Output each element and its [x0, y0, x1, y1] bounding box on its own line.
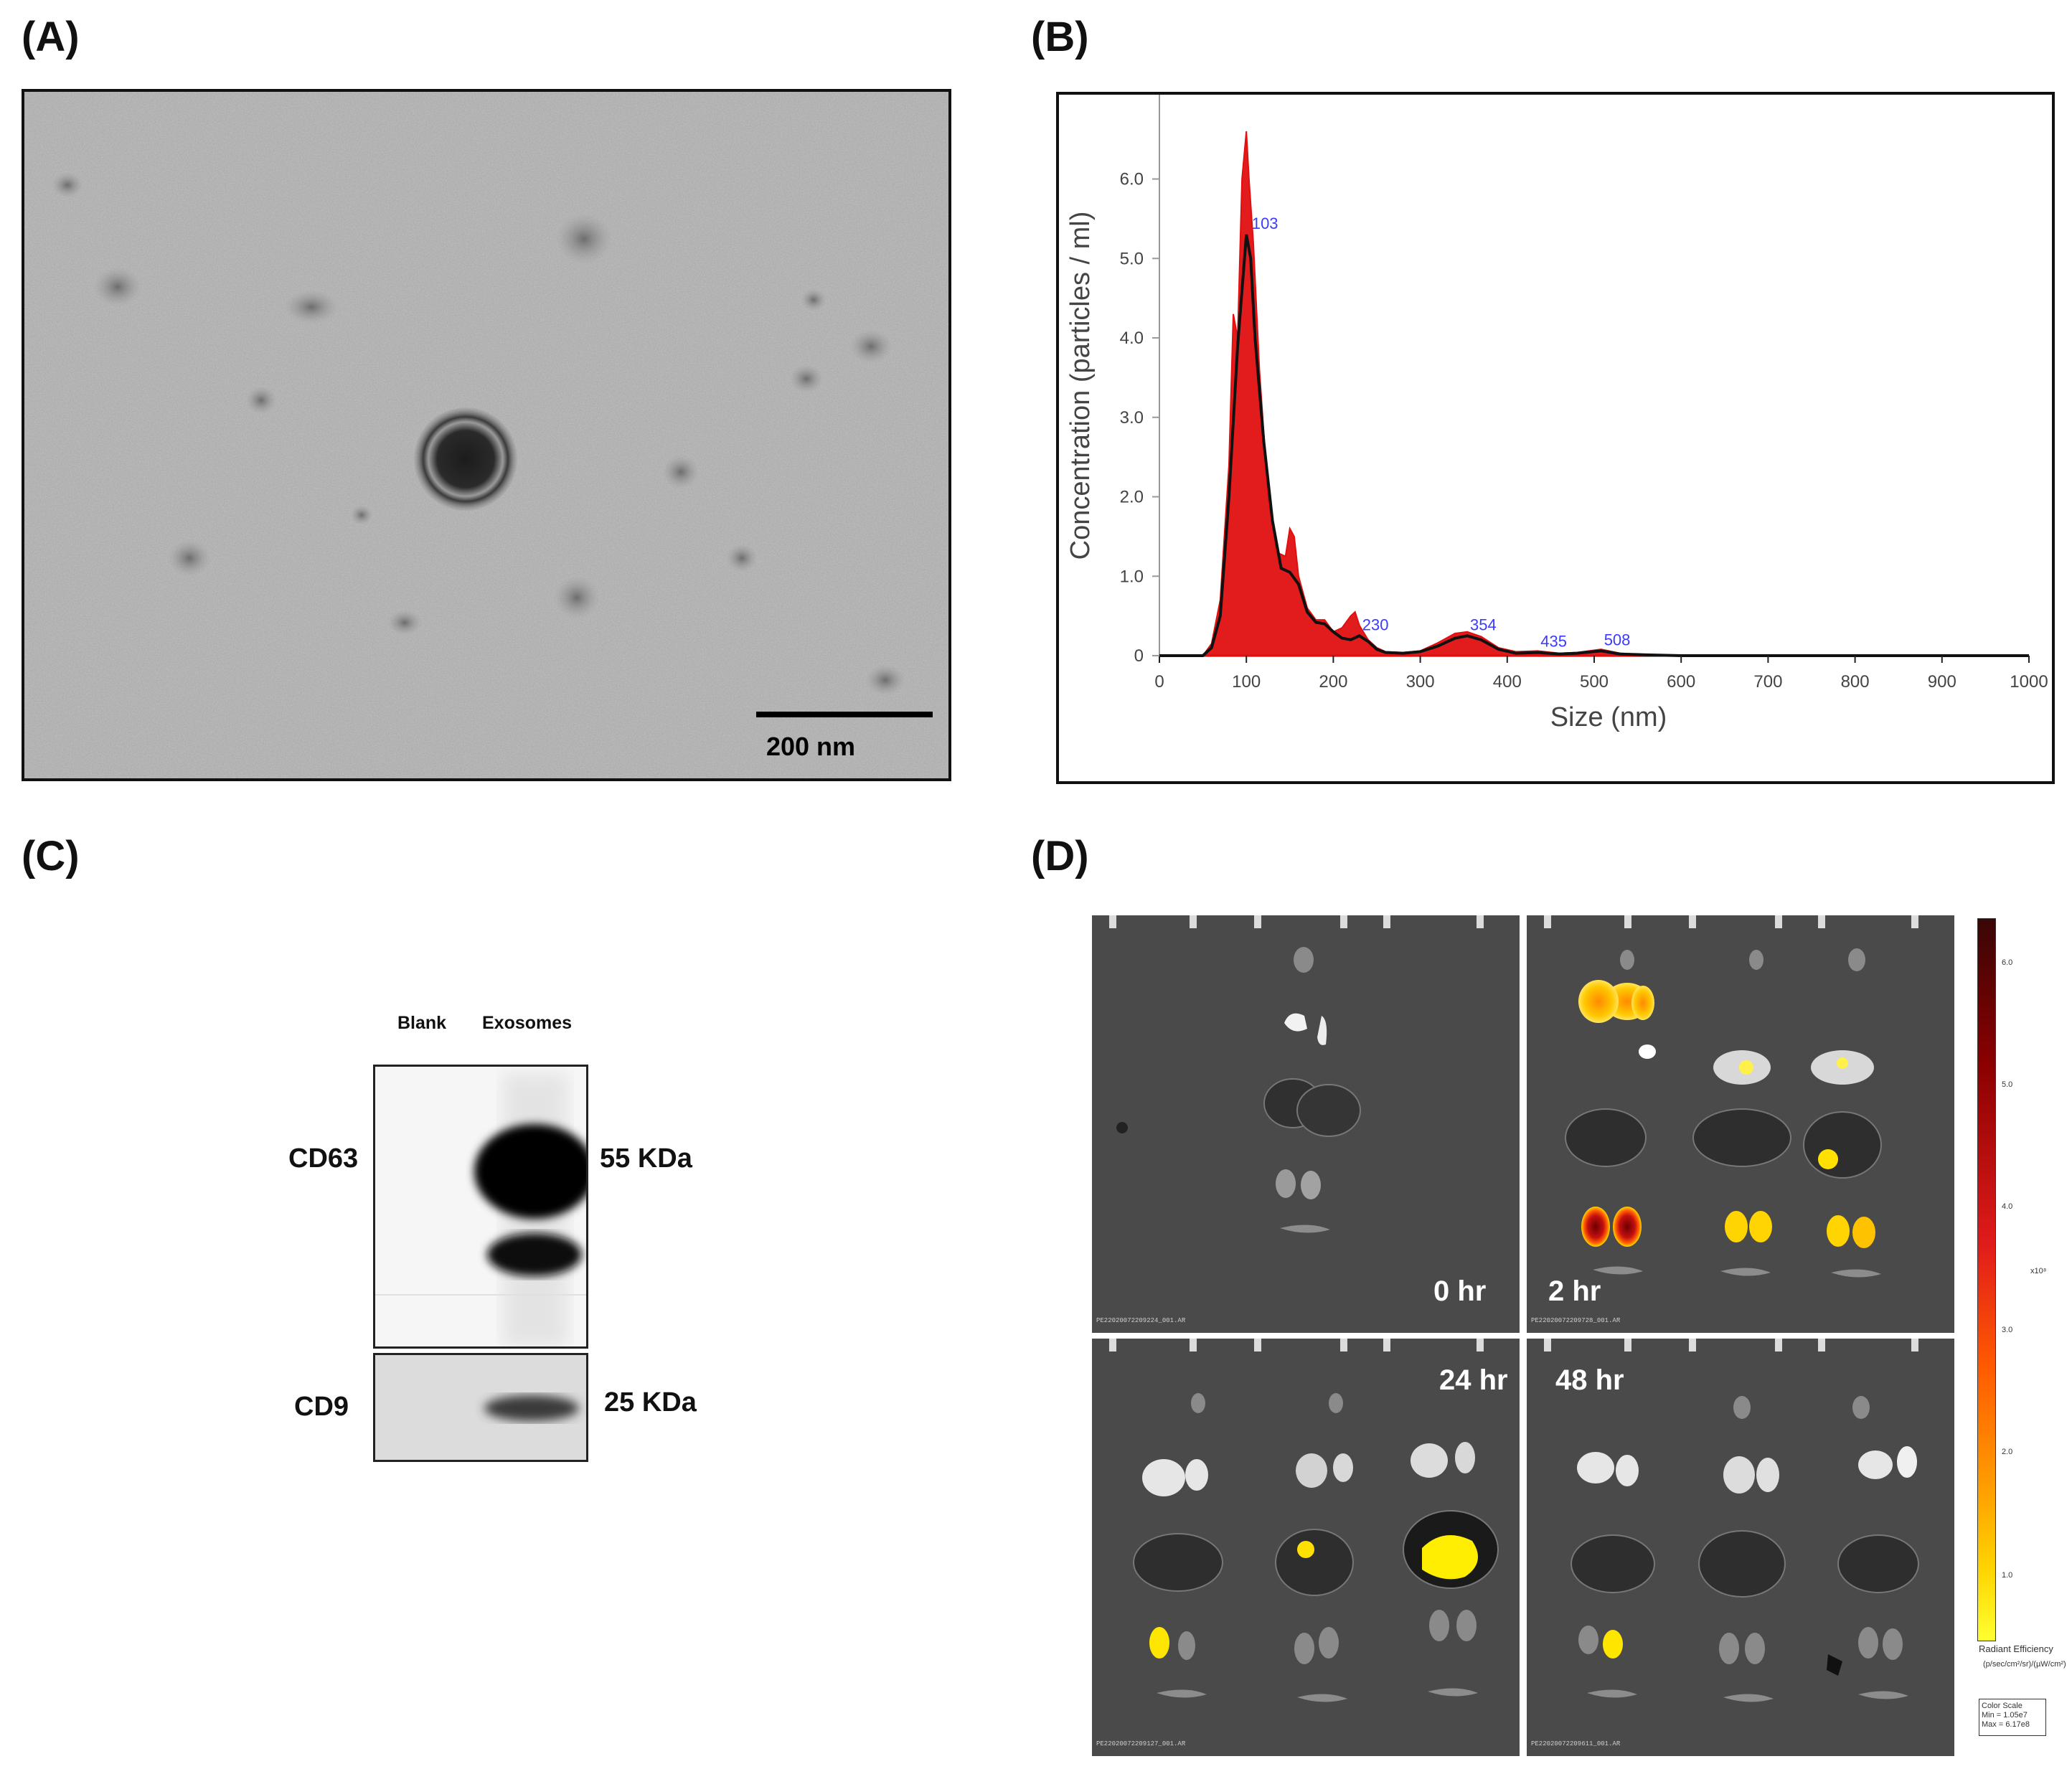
lane-label-exosomes: Exosomes [482, 1013, 573, 1033]
y-tick-label: 4.0 [1120, 329, 1144, 348]
protein-label-cd63: CD63 [288, 1143, 359, 1174]
lane-label-blank: Blank [397, 1013, 447, 1033]
ivis-tile-48hr: 48 hr PE22020072209611_001.AR [1527, 1339, 1954, 1756]
band-cd63-main [474, 1124, 586, 1219]
band-cd9 [484, 1395, 579, 1421]
x-tick-label: 200 [1319, 672, 1347, 692]
scale-bar-label: 200 nm [766, 732, 855, 761]
colorbar-tick: 1.0 [2002, 1571, 2013, 1580]
file-label-0hr: PE22020072209224_001.AR [1096, 1317, 1186, 1324]
scale-bar [756, 712, 933, 717]
time-label-48hr: 48 hr [1555, 1364, 1624, 1396]
blot-cd9 [373, 1353, 588, 1462]
peak-label: 230 [1362, 615, 1389, 633]
colorbar-tick: 2.0 [2002, 1448, 2013, 1456]
error-band [1159, 131, 2029, 656]
x-tick-label: 1000 [2010, 672, 2048, 692]
x-tick-label: 600 [1667, 672, 1695, 692]
y-tick-label: 2.0 [1120, 488, 1144, 507]
weight-label-25kda: 25 KDa [604, 1387, 697, 1417]
radiant-efficiency-colorbar [1977, 918, 1996, 1641]
colorbar-units: (p/sec/cm²/sr)/(µW/cm²) [1983, 1660, 2066, 1669]
x-tick-label: 900 [1928, 672, 1956, 692]
y-tick-label: 5.0 [1120, 249, 1144, 268]
ivis-tile-2hr: 2 hr PE22020072209728_001.AR [1527, 915, 1954, 1333]
x-tick-label: 0 [1154, 672, 1164, 692]
x-tick-label: 100 [1232, 672, 1261, 692]
file-label-2hr: PE22020072209728_001.AR [1531, 1317, 1621, 1324]
peak-label: 435 [1540, 633, 1567, 651]
file-label-48hr: PE22020072209611_001.AR [1531, 1740, 1621, 1747]
panel-c-label: (C) [22, 833, 80, 879]
tem-micrograph: 200 nm [22, 89, 951, 781]
file-label-24hr: PE22020072209127_001.AR [1096, 1740, 1186, 1747]
x-tick-label: 400 [1493, 672, 1522, 692]
blot-cd63 [373, 1065, 588, 1349]
mean-size-curve [1159, 234, 2029, 657]
colorbar-title: Radiant Efficiency [1979, 1643, 2053, 1654]
ivis-tile-24hr: 24 hr PE22020072209127_001.AR [1092, 1339, 1520, 1756]
colorbar-tick: 3.0 [2002, 1326, 2013, 1334]
nta-chart-frame: 0 100 200 300 400 500 600 700 800 900 1000 0 1.0 2.0 3… [1056, 92, 2055, 784]
colorbar-tick: 4.0 [2002, 1202, 2013, 1211]
protein-label-cd9: CD9 [294, 1392, 349, 1422]
color-scale-legend: Color Scale Min = 1.05e7 Max = 6.17e8 [1979, 1699, 2046, 1736]
y-tick-label: 1.0 [1120, 567, 1144, 586]
colorbar-exponent: x10⁸ [2030, 1267, 2047, 1275]
x-axis-title: Size (nm) [1550, 702, 1667, 732]
peak-label: 354 [1470, 615, 1497, 633]
x-tick-label: 700 [1753, 672, 1782, 692]
time-label-2hr: 2 hr [1548, 1275, 1601, 1307]
x-tick-label: 800 [1841, 672, 1870, 692]
y-tick-label: 6.0 [1120, 170, 1144, 189]
colorbar-tick: 6.0 [2002, 958, 2013, 967]
y-tick-label: 0 [1134, 646, 1144, 666]
panel-b-label: (B) [1031, 14, 1089, 60]
color-scale-min: Min = 1.05e7 [1982, 1711, 2028, 1720]
ivis-tile-0hr: 0 hr PE22020072209224_001.AR [1092, 915, 1520, 1333]
y-axis-title: Concentration (particles / ml) [1065, 212, 1096, 560]
peak-label: 103 [1252, 214, 1278, 232]
weight-label-55kda: 55 KDa [600, 1143, 692, 1174]
x-tick-label: 300 [1406, 672, 1435, 692]
debris-particles [52, 172, 905, 696]
color-scale-title: Color Scale [1982, 1702, 2022, 1710]
y-tick-label: 3.0 [1120, 408, 1144, 428]
time-label-24hr: 24 hr [1439, 1364, 1508, 1396]
colorbar-tick: 5.0 [2002, 1080, 2013, 1089]
nta-size-distribution-chart: 0 100 200 300 400 500 600 700 800 900 1000 0 1.0 2.0 3… [1065, 95, 2048, 732]
panel-a-label: (A) [22, 14, 80, 60]
band-cd63-lower [487, 1233, 582, 1276]
panel-d-label: (D) [1031, 833, 1089, 879]
x-tick-label: 500 [1580, 672, 1609, 692]
peak-label: 508 [1604, 631, 1631, 648]
time-label-0hr: 0 hr [1433, 1275, 1487, 1307]
color-scale-max: Max = 6.17e8 [1982, 1720, 2030, 1730]
exosome-vesicle [414, 407, 517, 511]
